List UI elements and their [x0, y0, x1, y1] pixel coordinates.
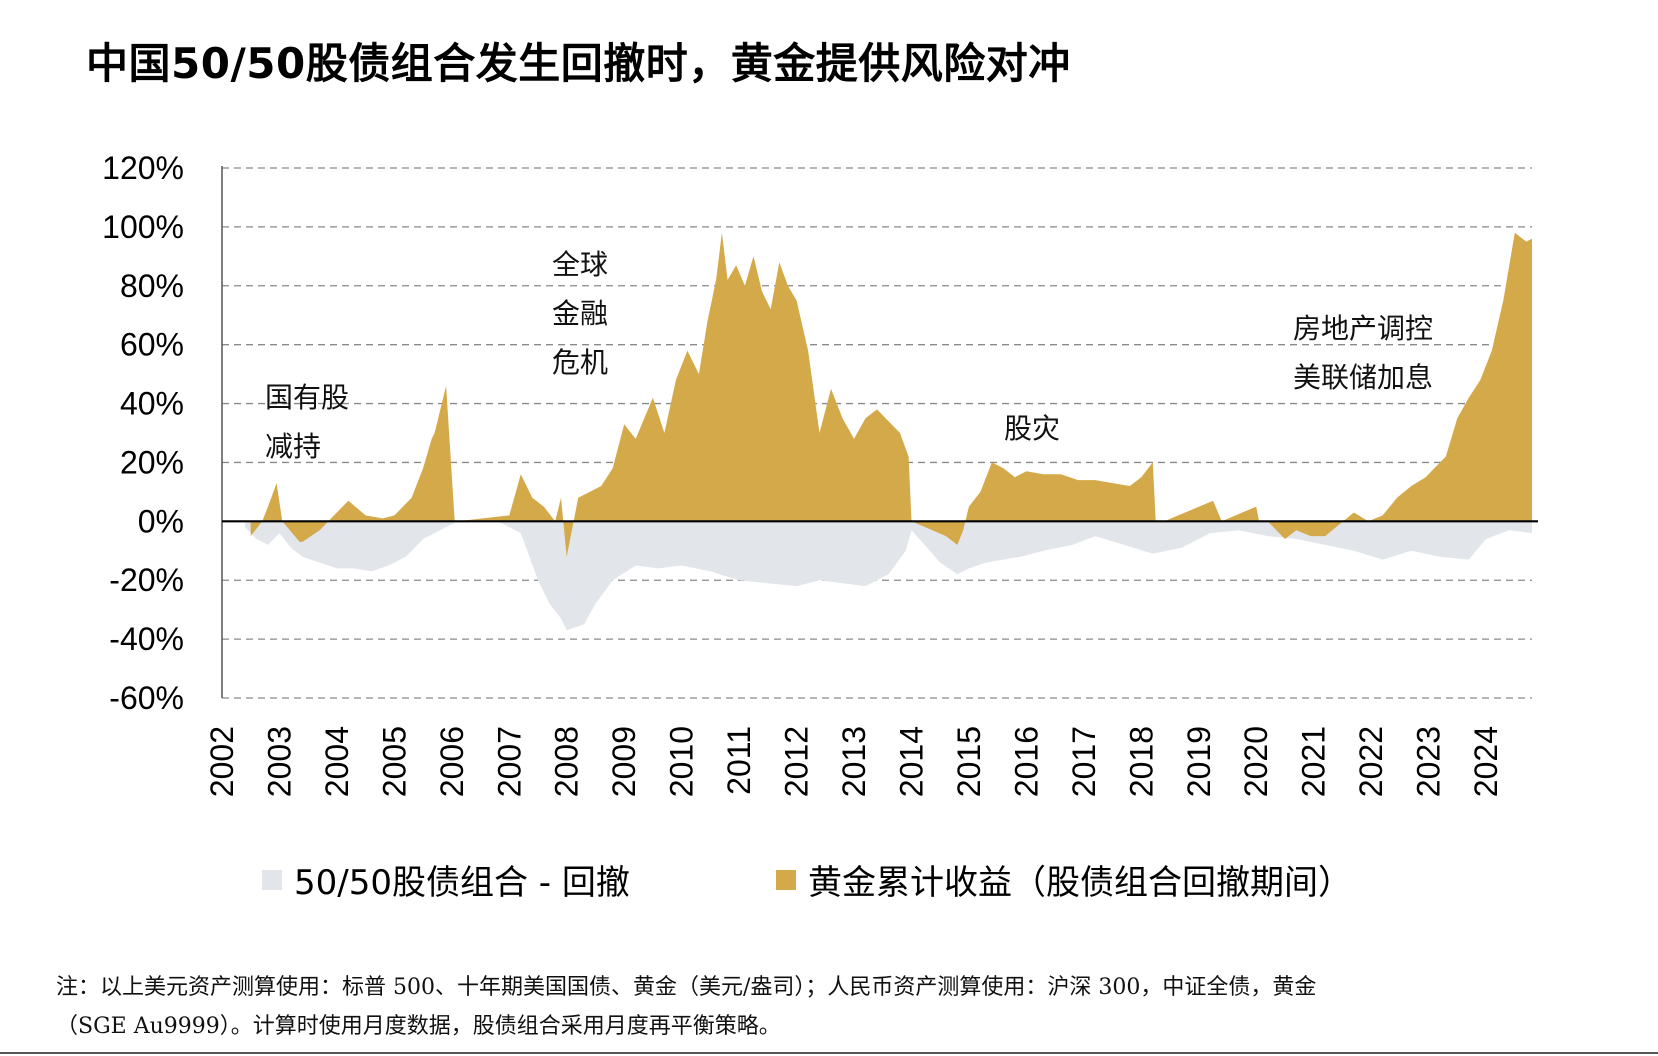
y-tick-label: 60% — [120, 327, 184, 363]
gold-series — [250, 232, 1533, 557]
annotation-text: 美联储加息 — [1293, 361, 1433, 394]
footnote: 注：以上美元资产测算使用：标普 500、十年期美国国债、黄金（美元/盎司）；人民… — [56, 968, 1616, 1046]
footnote-line-2: （SGE Au9999）。计算时使用月度数据，股债组合采用月度再平衡策略。 — [56, 1014, 781, 1039]
annotation-text: 危机 — [552, 346, 608, 379]
annotation-text: 房地产调控 — [1293, 312, 1433, 345]
gold-area — [250, 232, 1533, 557]
x-tick-labels: 2002 2003 2004 2005 2006 2007 2008 2009 2010 2011… — [204, 726, 1504, 797]
legend-item-drawdown: 50/50股债组合 - 回撤 — [262, 855, 630, 904]
x-tick-label: 2017 — [1066, 726, 1102, 797]
legend: 50/50股债组合 - 回撤 黄金累计收益（股债组合回撤期间） — [262, 855, 1462, 905]
x-tick-label: 2003 — [261, 726, 297, 797]
y-tick-labels: 120% 100% 80% 60% 40% 20% 0% -20% -40% -60% — [102, 150, 184, 716]
y-tick-label: 120% — [102, 150, 184, 186]
x-tick-label: 2012 — [779, 726, 815, 797]
y-tick-label: 0% — [138, 503, 184, 539]
x-tick-label: 2004 — [319, 726, 355, 797]
y-tick-label: 40% — [120, 386, 184, 422]
drawdown-series — [245, 521, 1532, 631]
x-tick-label: 2014 — [893, 726, 929, 797]
chart-svg: 120%100%80%60%40%20%0%-20%-40%-60% 2002 2… — [102, 150, 1538, 797]
legend-label-drawdown: 50/50股债组合 - 回撤 — [294, 863, 630, 903]
x-tick-label: 2019 — [1181, 726, 1217, 797]
y-tick-label: 100% — [102, 209, 184, 245]
x-tick-label: 2002 — [204, 726, 240, 797]
x-tick-label: 2016 — [1008, 726, 1044, 797]
x-tick-label: 2010 — [664, 726, 700, 797]
drawdown-area — [245, 521, 1532, 631]
page-title: 中国50/50股债组合发生回撤时，黄金提供风险对冲 — [86, 39, 1071, 88]
x-tick-label: 2015 — [951, 726, 987, 797]
x-tick-label: 2005 — [376, 726, 412, 797]
x-tick-label: 2007 — [491, 726, 527, 797]
legend-swatch-drawdown — [262, 869, 282, 890]
y-tick-label: -40% — [109, 621, 184, 657]
x-tick-label: 2020 — [1238, 726, 1274, 797]
x-tick-label: 2009 — [606, 726, 642, 797]
y-tick-label: 80% — [120, 268, 184, 304]
annotation-text: 全球 — [552, 248, 608, 281]
x-tick-label: 2011 — [721, 726, 757, 795]
x-tick-label: 2008 — [549, 726, 585, 797]
legend-label-gold: 黄金累计收益（股债组合回撤期间） — [808, 863, 1352, 903]
x-tick-label: 2021 — [1296, 726, 1332, 797]
x-tick-label: 2013 — [836, 726, 872, 797]
footnote-line-1: 注：以上美元资产测算使用：标普 500、十年期美国国债、黄金（美元/盎司）；人民… — [56, 975, 1317, 1000]
annotation-text: 国有股 — [265, 381, 349, 414]
annotation-text: 减持 — [265, 430, 321, 463]
y-tick-label: -20% — [109, 562, 184, 598]
annotation-text: 金融 — [552, 297, 608, 330]
y-tick-label: -60% — [109, 680, 184, 716]
annotation-text: 股灾 — [1004, 412, 1060, 445]
legend-swatch-gold — [776, 869, 796, 890]
x-tick-label: 2024 — [1468, 726, 1504, 797]
legend-item-gold: 黄金累计收益（股债组合回撤期间） — [776, 855, 1352, 904]
x-tick-label: 2023 — [1411, 726, 1447, 797]
x-tick-label: 2022 — [1353, 726, 1389, 797]
axes — [221, 166, 1538, 698]
x-tick-label: 2006 — [434, 726, 470, 797]
y-tick-label: 20% — [120, 444, 184, 480]
bottom-divider — [0, 1052, 1658, 1054]
x-tick-label: 2018 — [1123, 726, 1159, 797]
